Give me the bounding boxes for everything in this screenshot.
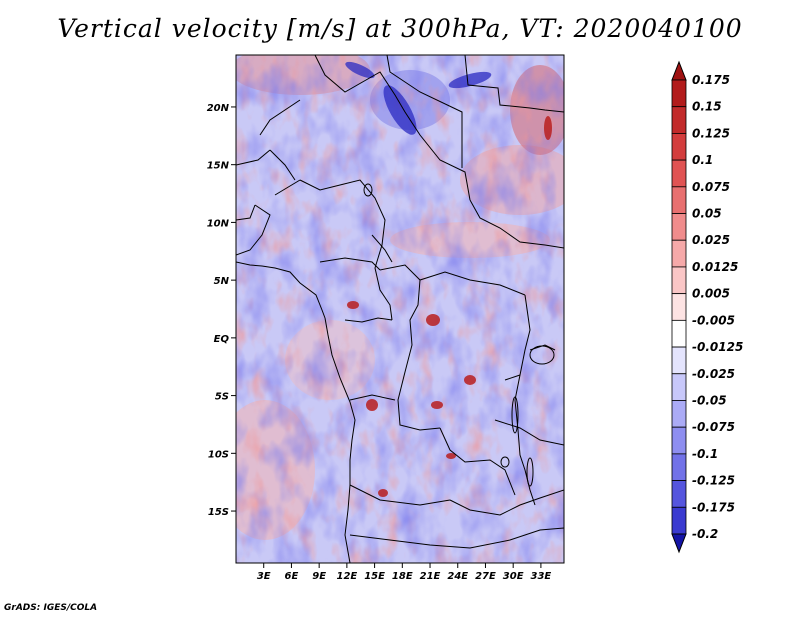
- colorbar-label: -0.075: [692, 420, 735, 434]
- lat-tick-label: 10N: [207, 218, 230, 229]
- lon-tick-label: 6E: [285, 571, 299, 582]
- colorbar-segment: [671, 400, 687, 428]
- lat-tick-label: 5N: [214, 276, 230, 287]
- colorbar-label: 0.075: [692, 180, 730, 194]
- lon-tick-label: 24E: [447, 571, 468, 582]
- latitude-axis: 20N 15N 10N 5N EQ 5S 10S 15S: [207, 103, 236, 518]
- map-frame: [235, 54, 565, 564]
- colorbar-top-arrow: [671, 60, 687, 81]
- lat-tick-label: 15S: [208, 507, 229, 518]
- lat-tick-label: 20N: [207, 103, 230, 114]
- lon-tick-label: 21E: [420, 571, 441, 582]
- colorbar-label: -0.0125: [692, 340, 743, 354]
- lat-tick-label: 15N: [207, 161, 230, 172]
- colorbar-segment: [671, 426, 687, 455]
- colorbar-segment: [671, 266, 687, 295]
- lon-tick-label: 3E: [257, 571, 271, 582]
- lon-tick-label: 30E: [503, 571, 524, 582]
- chart-title: Vertical velocity [m/s] at 300hPa, VT: 2…: [57, 14, 743, 43]
- colorbar-segment: [671, 239, 687, 268]
- colorbar-label: -0.125: [692, 474, 735, 488]
- lon-tick-label: 15E: [364, 571, 385, 582]
- lon-tick-label: 18E: [392, 571, 413, 582]
- lat-tick-label: EQ: [214, 334, 230, 345]
- lon-tick-label: 9E: [312, 571, 326, 582]
- lakes: [363, 183, 555, 487]
- colorbar-label: 0.0125: [692, 260, 738, 274]
- colorbar-segment: [671, 293, 687, 321]
- colorbar-label: 0.05: [692, 207, 722, 221]
- colorbar-label: -0.1: [692, 447, 718, 461]
- country-boundaries: [236, 55, 564, 563]
- colorbar: 0.175 0.15 0.125 0.1 0.075 0.05 0.025 0.0125 0.0…: [671, 60, 743, 554]
- colorbar-label: 0.005: [692, 287, 730, 301]
- colorbar-label: -0.025: [692, 367, 735, 381]
- colorbar-label: -0.175: [692, 500, 735, 514]
- colorbar-segment: [671, 213, 687, 241]
- lat-tick-label: 10S: [208, 449, 229, 460]
- colorbar-segment: [671, 79, 687, 108]
- colorbar-segment: [671, 186, 687, 214]
- colorbar-segment: [671, 106, 687, 134]
- colorbar-label: 0.1: [692, 153, 713, 167]
- colorbar-segment: [671, 453, 687, 481]
- lon-tick-label: 33E: [531, 571, 552, 582]
- colorbar-segment: [671, 480, 687, 508]
- colorbar-segment: [671, 373, 687, 401]
- colorbar-segment: [671, 159, 687, 188]
- colorbar-label: -0.2: [692, 527, 718, 541]
- colorbar-label: 0.15: [692, 100, 722, 114]
- vertical-velocity-field: [236, 55, 564, 563]
- longitude-axis: 3E 6E 9E 12E 15E 18E 21E 24E 27E 30E 33E: [257, 563, 552, 582]
- lat-tick-label: 5S: [215, 392, 229, 403]
- colorbar-label: 0.025: [692, 233, 730, 247]
- colorbar-segment: [671, 506, 687, 535]
- colorbar-label: -0.05: [692, 393, 727, 407]
- colorbar-label: -0.005: [692, 313, 735, 327]
- colorbar-bottom-arrow: [671, 533, 687, 554]
- colorbar-segment: [671, 133, 687, 161]
- lon-tick-label: 27E: [475, 571, 496, 582]
- grads-credit: GrADS: IGES/COLA: [4, 603, 98, 613]
- colorbar-segment: [671, 319, 687, 348]
- colorbar-label: 0.175: [692, 73, 730, 87]
- colorbar-label: 0.125: [692, 126, 730, 140]
- colorbar-segment: [671, 346, 687, 375]
- lon-tick-label: 12E: [336, 571, 357, 582]
